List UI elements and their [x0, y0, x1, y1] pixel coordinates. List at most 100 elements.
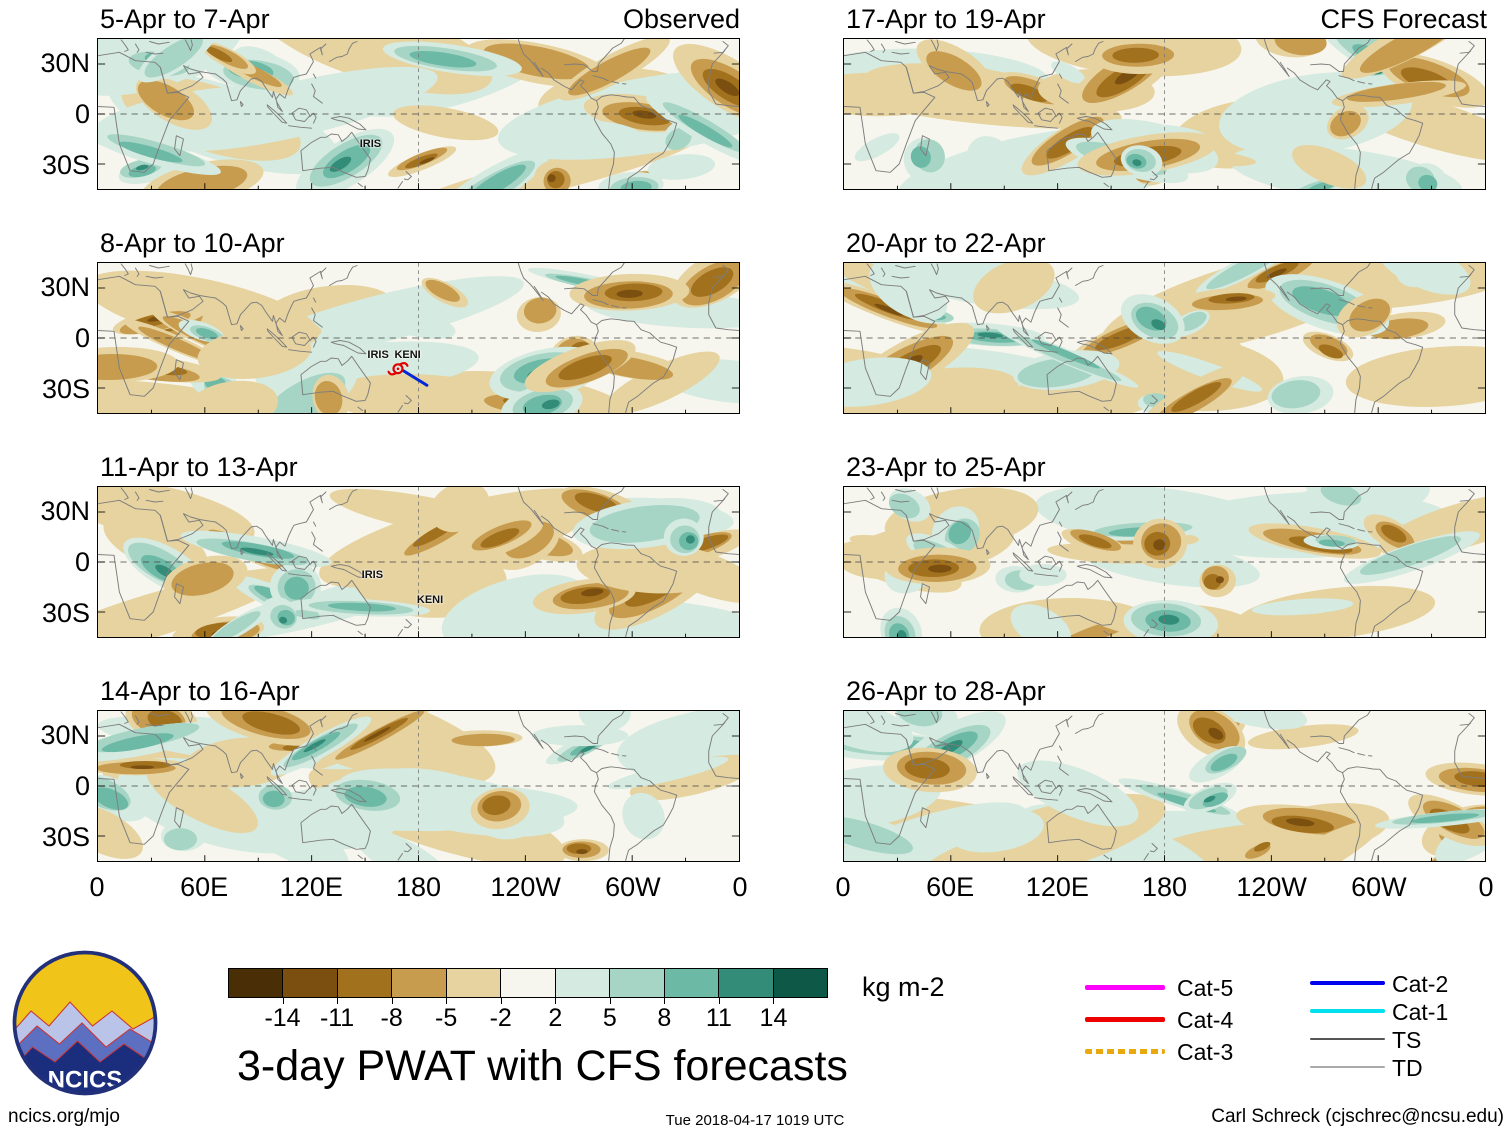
- colorbar-tick-label: -8: [380, 1004, 403, 1032]
- colorbar-segment: [719, 969, 774, 997]
- legend-label-cat-5: Cat-5: [1177, 975, 1234, 1001]
- legend-label-cat-4: Cat-4: [1177, 1007, 1234, 1033]
- pwat-anomaly-map: [844, 263, 1485, 413]
- colorbar-tick-label: -11: [319, 1004, 355, 1032]
- colorbar-tick: [446, 998, 448, 1004]
- x-axis-label: 120E: [1025, 872, 1089, 902]
- legend-line-ts: [1310, 1037, 1385, 1041]
- panel-title-7: 23-Apr to 25-Apr: [846, 452, 1046, 482]
- panel-title-1: 5-Apr to 7-Apr: [100, 4, 270, 34]
- storm-label-iris: IRIS: [359, 138, 382, 150]
- pwat-anomaly-map: [844, 487, 1485, 637]
- colorbar-tick: [773, 998, 775, 1004]
- legend-line-cat-1: [1310, 1009, 1385, 1013]
- y-axis-label: 30N: [40, 496, 90, 527]
- storm-label-iris: IRIS: [367, 349, 389, 362]
- y-axis-label: 0: [74, 323, 90, 353]
- y-axis-label: 30N: [40, 720, 90, 751]
- map-panel-8: [843, 710, 1486, 862]
- legend-label-td: TD: [1392, 1055, 1423, 1081]
- x-axis-label: 60W: [1351, 872, 1407, 902]
- legend-line-cat-5: [1085, 984, 1165, 990]
- colorbar-segment: [446, 969, 502, 997]
- colorbar-tick-label: -5: [435, 1004, 458, 1032]
- group-label-cfs-forecast: CFS Forecast: [1320, 4, 1487, 34]
- colorbar-tick-label: 8: [657, 1004, 672, 1032]
- y-axis-label: 30S: [41, 373, 90, 404]
- pwat-anomaly-map: [98, 711, 739, 861]
- footer-credit: Carl Schreck (cjschrec@ncsu.edu): [1211, 1106, 1504, 1127]
- x-axis-label: 180: [1141, 872, 1188, 902]
- colorbar-segment: [555, 969, 611, 997]
- colorbar-segment: [283, 969, 338, 997]
- colorbar-tick: [500, 998, 502, 1004]
- colorbar-segment: [392, 969, 447, 997]
- legend-line-cat-3: [1085, 1048, 1165, 1054]
- y-axis-label: 30N: [40, 272, 90, 303]
- legend-label-cat-2: Cat-2: [1392, 971, 1449, 997]
- panel-title-5: 17-Apr to 19-Apr: [846, 4, 1046, 34]
- colorbar-tick: [282, 998, 284, 1004]
- y-axis-label: 0: [74, 99, 90, 129]
- legend-line-cat-2: [1310, 981, 1385, 985]
- figure-title: 3-day PWAT with CFS forecasts: [237, 1042, 848, 1090]
- colorbar-tick: [337, 998, 339, 1004]
- panel-title-3: 11-Apr to 13-Apr: [100, 452, 298, 482]
- x-axis-label: 60W: [605, 872, 661, 902]
- panel-title-2: 8-Apr to 10-Apr: [100, 228, 285, 258]
- logo-ring: [12, 950, 158, 1096]
- panel-title-4: 14-Apr to 16-Apr: [100, 676, 300, 706]
- y-axis-label: 30S: [41, 597, 90, 628]
- map-panel-1: IRIS: [97, 38, 740, 190]
- map-panel-2: IRIS KENI: [97, 262, 740, 414]
- y-axis-label: 0: [74, 547, 90, 577]
- legend-label-ts: TS: [1392, 1027, 1422, 1053]
- colorbar-tick-label: 5: [602, 1004, 617, 1032]
- map-panel-6: [843, 262, 1486, 414]
- legend-line-cat-4: [1085, 1016, 1165, 1022]
- y-axis-label: 30S: [41, 821, 90, 852]
- colorbar-segment: [773, 969, 827, 997]
- colorbar-tick: [664, 998, 666, 1004]
- pwat-anomaly-map: [844, 39, 1485, 189]
- colorbar-tick-label: 2: [548, 1004, 563, 1032]
- pwat-anomaly-map: [98, 39, 739, 189]
- map-panel-3: IRIS KENI: [97, 486, 740, 638]
- y-axis-label: 0: [74, 771, 90, 801]
- colorbar-tick-label: -14: [264, 1004, 301, 1032]
- colorbar-tick: [609, 998, 611, 1004]
- legend-line-td: [1310, 1066, 1385, 1068]
- storm-label-keni: KENI: [416, 594, 444, 607]
- x-axis-label: 0: [835, 872, 851, 902]
- colorbar-tick: [555, 998, 557, 1004]
- x-axis-label: 0: [732, 872, 748, 902]
- footer-timestamp: Tue 2018-04-17 1019 UTC: [665, 1112, 845, 1129]
- colorbar-segment: [610, 969, 665, 997]
- map-panel-4: [97, 710, 740, 862]
- colorbar-segment: [664, 969, 720, 997]
- colorbar-unit-label: kg m-2: [862, 972, 945, 1002]
- y-axis-label: 30S: [41, 149, 90, 180]
- legend-label-cat-3: Cat-3: [1177, 1039, 1234, 1065]
- storm-label-keni: KENI: [394, 349, 421, 362]
- colorbar: [228, 968, 828, 998]
- group-label-observed: Observed: [622, 4, 740, 34]
- colorbar-segment: [501, 969, 556, 997]
- colorbar-segment: [337, 969, 393, 997]
- y-axis-label: 30N: [40, 48, 90, 79]
- x-axis-label: 60E: [180, 872, 229, 902]
- map-panel-5: [843, 38, 1486, 190]
- colorbar-tick: [718, 998, 720, 1004]
- colorbar-tick: [391, 998, 393, 1004]
- x-axis-label: 120W: [490, 872, 561, 902]
- colorbar-segment: [229, 969, 284, 997]
- x-axis-label: 60E: [926, 872, 975, 902]
- x-axis-label: 120E: [279, 872, 343, 902]
- ncics-logo: NCICS: [12, 950, 158, 1096]
- x-axis-label: 180: [395, 872, 442, 902]
- footer-url: ncics.org/mjo: [8, 1106, 120, 1127]
- pwat-anomaly-map: [844, 711, 1485, 861]
- x-axis-label: 0: [89, 872, 105, 902]
- pwat-anomaly-map: [98, 263, 739, 413]
